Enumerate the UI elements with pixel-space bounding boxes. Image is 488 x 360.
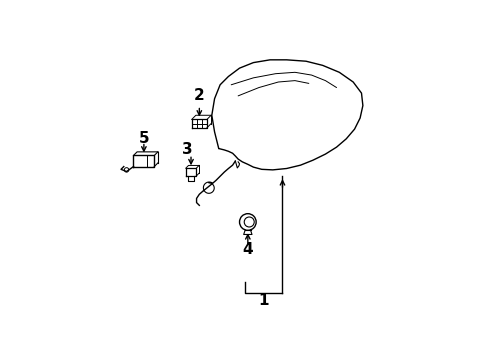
Text: 4: 4 <box>242 242 253 257</box>
Text: 3: 3 <box>181 143 192 157</box>
Text: 5: 5 <box>138 131 149 146</box>
Text: 2: 2 <box>194 88 204 103</box>
Text: 1: 1 <box>257 293 268 309</box>
